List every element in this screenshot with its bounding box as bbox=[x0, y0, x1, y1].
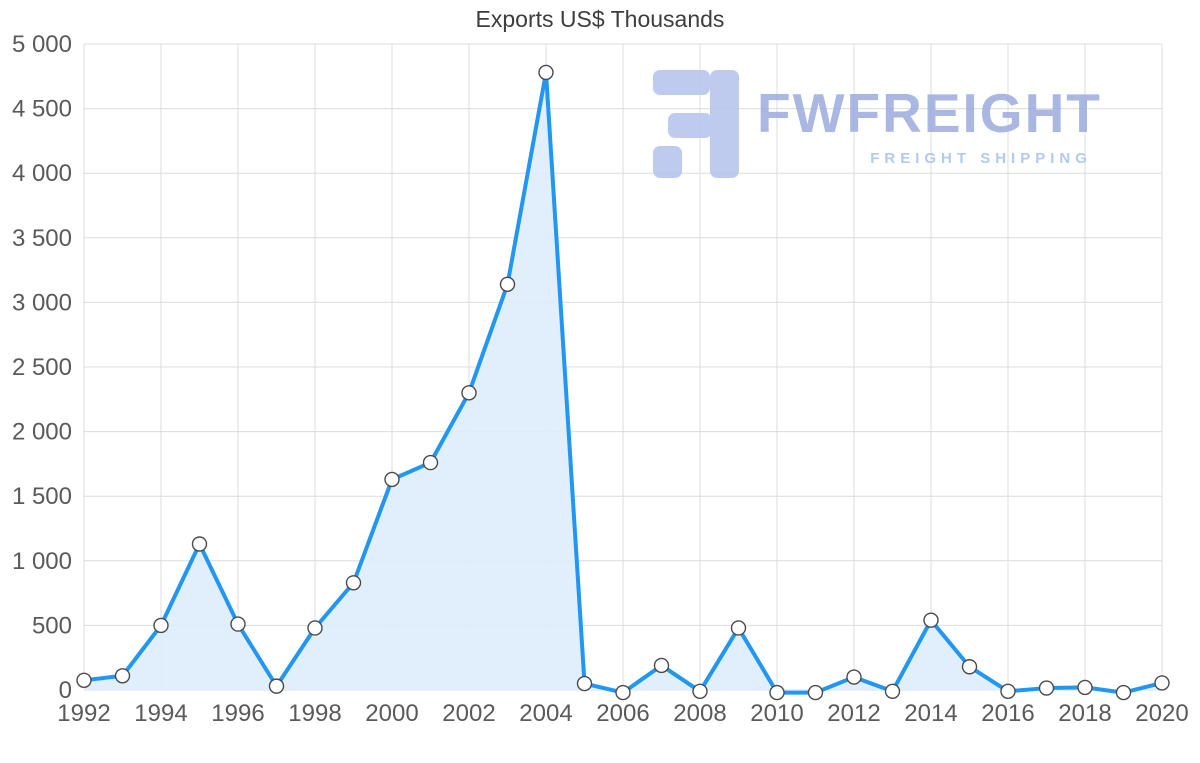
data-point-marker[interactable] bbox=[499, 276, 516, 293]
x-axis-tick-label: 1998 bbox=[288, 700, 341, 727]
y-axis-tick-label: 4 500 bbox=[12, 96, 72, 123]
y-axis-tick-label: 5 000 bbox=[12, 31, 72, 58]
x-axis-tick-label: 2002 bbox=[442, 700, 495, 727]
data-point-marker[interactable] bbox=[730, 620, 747, 636]
x-axis-tick-label: 2012 bbox=[827, 700, 880, 727]
y-axis-tick-label: 0 bbox=[59, 677, 72, 704]
data-point-marker[interactable] bbox=[769, 684, 785, 701]
data-point-marker[interactable] bbox=[191, 536, 208, 552]
data-point-marker[interactable] bbox=[384, 471, 400, 488]
y-axis-tick-label: 2 500 bbox=[12, 354, 72, 381]
data-point-marker[interactable] bbox=[307, 620, 323, 636]
data-point-marker[interactable] bbox=[923, 612, 939, 628]
data-point-marker[interactable] bbox=[961, 659, 978, 675]
data-point-marker[interactable] bbox=[461, 385, 477, 401]
x-axis-tick-label: 2000 bbox=[365, 700, 418, 727]
data-point-marker[interactable] bbox=[653, 657, 670, 674]
x-axis-tick-label: 1992 bbox=[57, 700, 110, 727]
data-point-marker[interactable] bbox=[576, 675, 593, 692]
x-axis-tick-label: 1996 bbox=[211, 700, 264, 727]
chart-title: Exports US$ Thousands bbox=[475, 6, 725, 32]
x-axis-tick-label: 2020 bbox=[1135, 700, 1188, 727]
data-point-marker[interactable] bbox=[1000, 683, 1016, 699]
data-point-marker[interactable] bbox=[422, 454, 439, 471]
data-point-marker[interactable] bbox=[114, 668, 131, 684]
data-point-marker[interactable] bbox=[615, 684, 631, 701]
data-point-marker[interactable] bbox=[884, 683, 901, 699]
data-point-marker[interactable] bbox=[76, 672, 92, 689]
x-axis-tick-label: 1994 bbox=[134, 700, 187, 727]
x-axis-tick-label: 2006 bbox=[596, 700, 649, 727]
x-axis-tick-label: 2016 bbox=[981, 700, 1034, 727]
y-axis-tick-label: 2 000 bbox=[12, 419, 72, 446]
data-point-marker[interactable] bbox=[1077, 679, 1093, 696]
data-point-marker[interactable] bbox=[268, 678, 285, 694]
y-axis-tick-label: 4 000 bbox=[12, 160, 72, 187]
data-point-marker[interactable] bbox=[846, 669, 862, 685]
x-axis-tick-label: 2010 bbox=[750, 700, 803, 727]
x-axis-tick-label: 2014 bbox=[904, 700, 957, 727]
data-point-marker[interactable] bbox=[1154, 675, 1170, 691]
data-point-marker[interactable] bbox=[345, 575, 362, 591]
data-point-marker[interactable] bbox=[692, 683, 708, 699]
x-axis-tick-label: 2008 bbox=[673, 700, 726, 727]
data-point-marker[interactable] bbox=[807, 684, 824, 701]
y-axis-tick-label: 500 bbox=[32, 612, 72, 639]
y-axis-tick-label: 3 500 bbox=[12, 225, 72, 252]
x-axis-tick-label: 2018 bbox=[1058, 700, 1111, 727]
data-point-marker[interactable] bbox=[153, 617, 169, 634]
data-point-marker[interactable] bbox=[230, 616, 246, 632]
data-point-marker[interactable] bbox=[1038, 680, 1055, 696]
series-area-fill bbox=[84, 72, 1162, 693]
y-axis-tick-label: 1 000 bbox=[12, 548, 72, 575]
y-axis-tick-label: 1 500 bbox=[12, 483, 72, 510]
data-point-marker[interactable] bbox=[1115, 684, 1132, 701]
data-point-marker[interactable] bbox=[538, 64, 554, 81]
y-axis-tick-label: 3 000 bbox=[12, 289, 72, 316]
x-axis-tick-label: 2004 bbox=[519, 700, 572, 727]
